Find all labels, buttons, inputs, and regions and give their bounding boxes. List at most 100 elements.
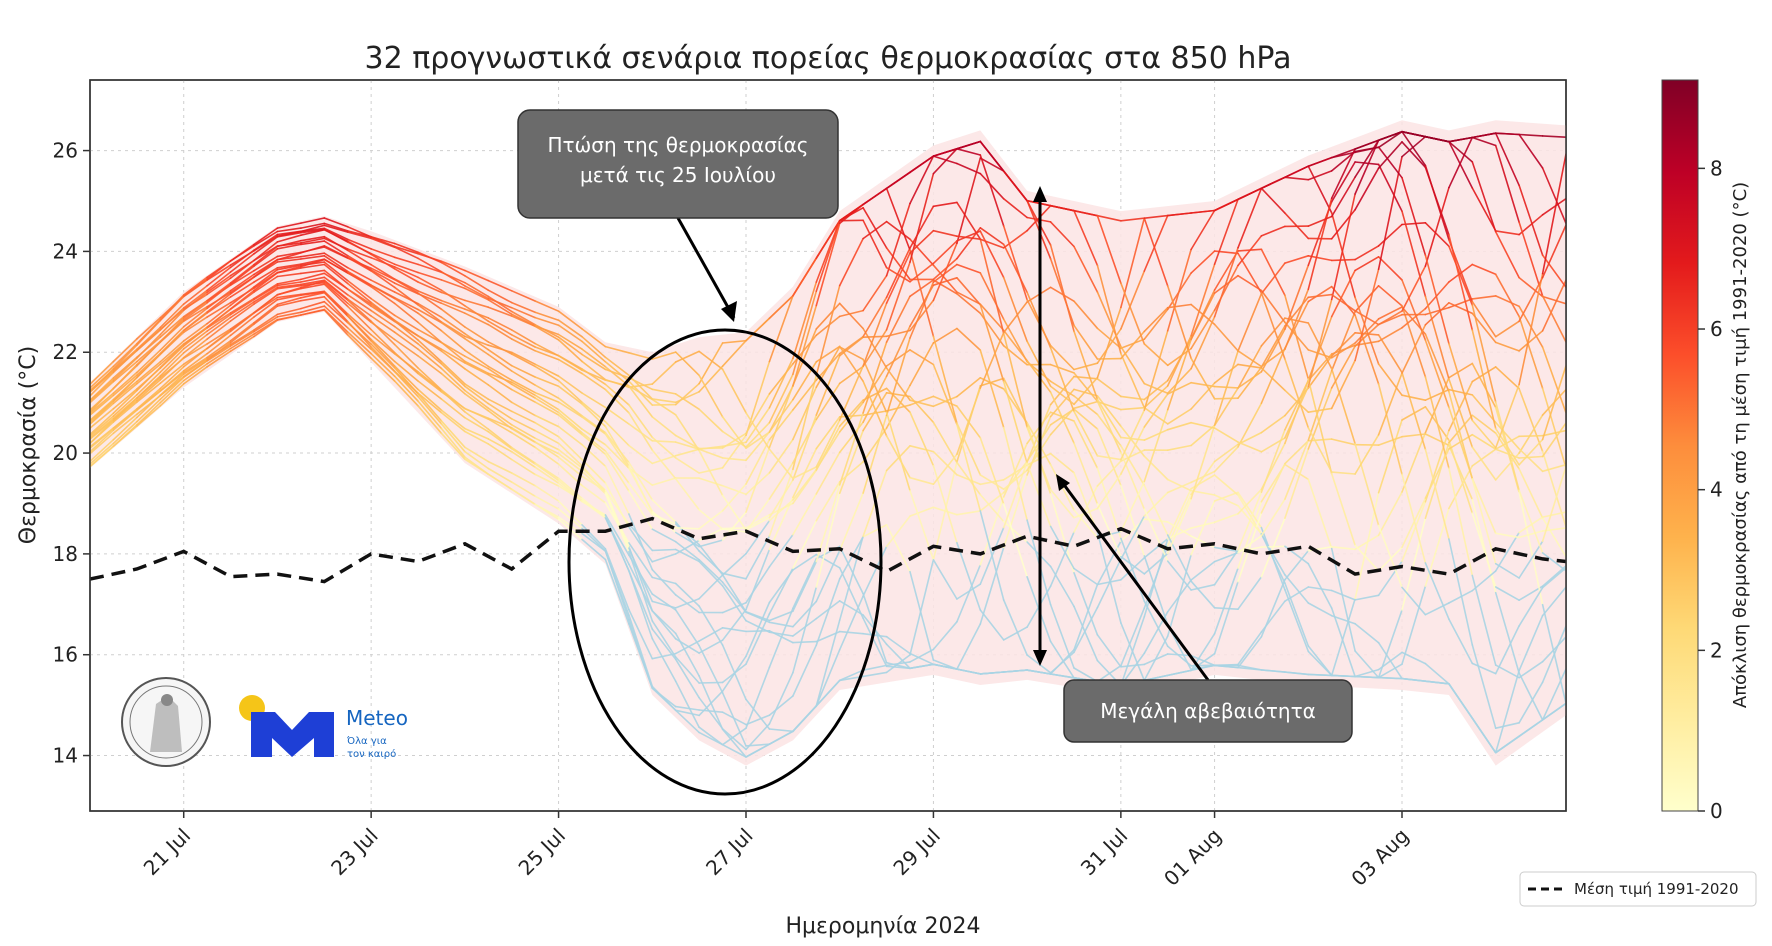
ensemble-member-segment bbox=[1237, 187, 1263, 201]
ensemble-member-segment bbox=[604, 450, 630, 484]
ensemble-member-segment bbox=[1096, 327, 1122, 350]
ensemble-member-segment bbox=[229, 253, 255, 273]
ensemble-member-segment bbox=[300, 281, 326, 287]
ensemble-member-segment bbox=[1120, 436, 1146, 441]
ensemble-member-segment bbox=[581, 335, 607, 359]
ensemble-member-segment bbox=[674, 680, 700, 729]
ensemble-member-segment bbox=[1541, 167, 1566, 225]
ensemble-member-segment bbox=[909, 411, 935, 467]
observatory-seal bbox=[121, 677, 211, 767]
ensemble-member-segment bbox=[393, 266, 419, 279]
ensemble-member-segment bbox=[838, 412, 864, 486]
ensemble-member-segment bbox=[440, 422, 466, 453]
ensemble-member-segment bbox=[90, 415, 115, 437]
ensemble-member-segment bbox=[885, 523, 911, 573]
ensemble-member-segment bbox=[768, 438, 794, 474]
ensemble-member-segment bbox=[300, 222, 326, 229]
ensemble-member-segment bbox=[815, 425, 841, 472]
ensemble-member-segment bbox=[1120, 409, 1146, 461]
ensemble-member-segment bbox=[1377, 141, 1403, 169]
ensemble-member-segment bbox=[1190, 664, 1216, 671]
ensemble-member-segment bbox=[464, 385, 490, 405]
ensemble-member-segment bbox=[206, 313, 232, 332]
ensemble-member-segment bbox=[464, 274, 490, 292]
ensemble-member-segment bbox=[1049, 407, 1075, 436]
ensemble-member-segment bbox=[557, 448, 583, 469]
ensemble-member-segment bbox=[1284, 448, 1310, 520]
ensemble-member-segment bbox=[346, 315, 372, 341]
ensemble-member-segment bbox=[768, 567, 794, 615]
ensemble-member-segment bbox=[300, 217, 326, 224]
ensemble-member-segment bbox=[1401, 135, 1427, 158]
ensemble-member-segment bbox=[1518, 214, 1544, 236]
ensemble-member-segment bbox=[253, 305, 279, 325]
ensemble-member-segment bbox=[1213, 350, 1239, 427]
ensemble-member-segment bbox=[510, 427, 536, 444]
ensemble-member-segment bbox=[1354, 594, 1380, 601]
ensemble-member-segment bbox=[253, 266, 279, 283]
ensemble-member-segment bbox=[838, 203, 864, 225]
ensemble-member-segment bbox=[1190, 382, 1216, 410]
ensemble-member-segment bbox=[90, 438, 115, 463]
ensemble-member-segment bbox=[956, 140, 982, 150]
ensemble-member-segment bbox=[909, 155, 935, 205]
ensemble-member-segment bbox=[1448, 444, 1474, 501]
ensemble-member-segment bbox=[1049, 531, 1075, 588]
ensemble-member-segment bbox=[276, 281, 302, 287]
ensemble-member-segment bbox=[393, 314, 419, 331]
ensemble-member-segment bbox=[674, 526, 700, 530]
ensemble-member-segment bbox=[346, 238, 372, 250]
ensemble-member-segment bbox=[1049, 385, 1075, 406]
ensemble-member-segment bbox=[1377, 435, 1403, 446]
ensemble-member-segment bbox=[956, 230, 982, 242]
ensemble-member-segment bbox=[1494, 435, 1520, 451]
ensemble-member-segment bbox=[1330, 161, 1356, 203]
ensemble-member-segment bbox=[1073, 300, 1099, 330]
ensemble-member-segment bbox=[1049, 488, 1075, 519]
ensemble-member-segment bbox=[1518, 438, 1544, 466]
ensemble-member-segment bbox=[885, 661, 911, 667]
ensemble-member-segment bbox=[464, 337, 490, 356]
ensemble-member-segment bbox=[815, 648, 841, 707]
ensemble-member-segment bbox=[1002, 599, 1028, 656]
ensemble-member-segment bbox=[346, 288, 372, 307]
ensemble-member-segment bbox=[745, 516, 771, 531]
ensemble-member-segment bbox=[1237, 491, 1263, 529]
ensemble-member-segment bbox=[1166, 478, 1192, 492]
ensemble-member-segment bbox=[1002, 329, 1028, 362]
ensemble-member-segment bbox=[417, 252, 443, 263]
ensemble-member-segment bbox=[323, 308, 349, 333]
ensemble-member-segment bbox=[159, 340, 185, 363]
ensemble-member-segment bbox=[417, 263, 443, 274]
ensemble-member-segment bbox=[1541, 465, 1566, 543]
ensemble-member-segment bbox=[534, 495, 560, 510]
ensemble-member-segment bbox=[276, 234, 302, 243]
ensemble-member-segment bbox=[1518, 272, 1544, 386]
ensemble-member-segment bbox=[206, 320, 232, 340]
ensemble-member-segment bbox=[1518, 491, 1544, 606]
ensemble-member-segment bbox=[487, 320, 513, 336]
ensemble-member-segment bbox=[1541, 586, 1566, 617]
ensemble-member-segment bbox=[393, 263, 419, 274]
ensemble-member-segment bbox=[323, 222, 349, 232]
ensemble-member-segment bbox=[1143, 306, 1169, 333]
ensemble-member-segment bbox=[253, 230, 279, 247]
ensemble-member-segment bbox=[721, 572, 747, 580]
ensemble-member-segment bbox=[1354, 668, 1380, 678]
ensemble-member-segment bbox=[182, 357, 208, 376]
ensemble-member-segment bbox=[1143, 600, 1169, 648]
ensemble-member-segment bbox=[346, 331, 372, 355]
ensemble-member-segment bbox=[721, 552, 747, 576]
ensemble-member-segment bbox=[721, 432, 747, 449]
ensemble-member-segment bbox=[792, 493, 818, 536]
ensemble-member-segment bbox=[417, 257, 443, 273]
ensemble-member-segment bbox=[370, 340, 396, 367]
ensemble-member-segment bbox=[1494, 132, 1520, 187]
ensemble-member-segment bbox=[1237, 534, 1263, 554]
ensemble-member-segment bbox=[206, 291, 232, 308]
ensemble-member-segment bbox=[979, 436, 1005, 505]
ensemble-member-segment bbox=[1096, 664, 1122, 683]
ensemble-member-segment bbox=[768, 728, 794, 733]
ensemble-member-segment bbox=[440, 302, 466, 315]
ensemble-member-segment bbox=[604, 406, 630, 425]
